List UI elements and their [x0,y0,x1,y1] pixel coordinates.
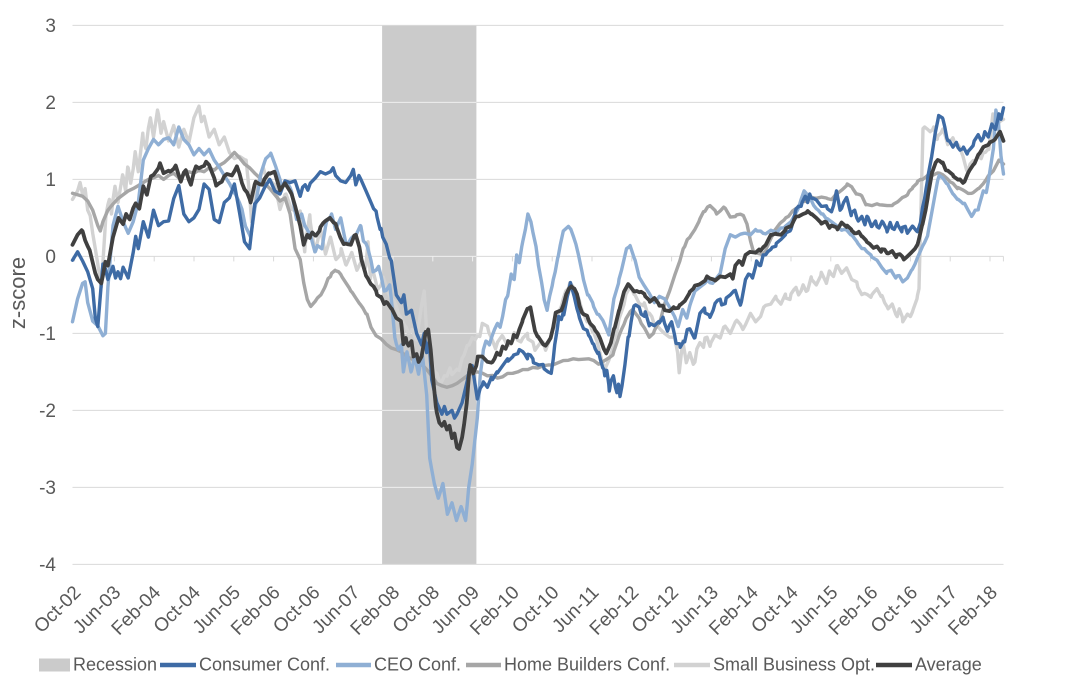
svg-text:Average: Average [915,655,982,675]
svg-text:CEO Conf.: CEO Conf. [374,655,461,675]
svg-text:1: 1 [45,170,56,191]
svg-text:3: 3 [45,16,56,37]
svg-text:-4: -4 [39,555,56,576]
svg-text:z-score: z-score [5,257,30,329]
svg-text:0: 0 [45,247,56,268]
svg-text:Home Builders Conf.: Home Builders Conf. [504,655,670,675]
svg-text:2: 2 [45,93,56,114]
svg-text:-1: -1 [39,324,56,345]
svg-text:-2: -2 [39,401,56,422]
svg-text:-3: -3 [39,478,56,499]
svg-text:Recession: Recession [73,655,157,675]
svg-text:Consumer Conf.: Consumer Conf. [199,655,330,675]
svg-text:Small Business Opt.: Small Business Opt. [713,655,875,675]
